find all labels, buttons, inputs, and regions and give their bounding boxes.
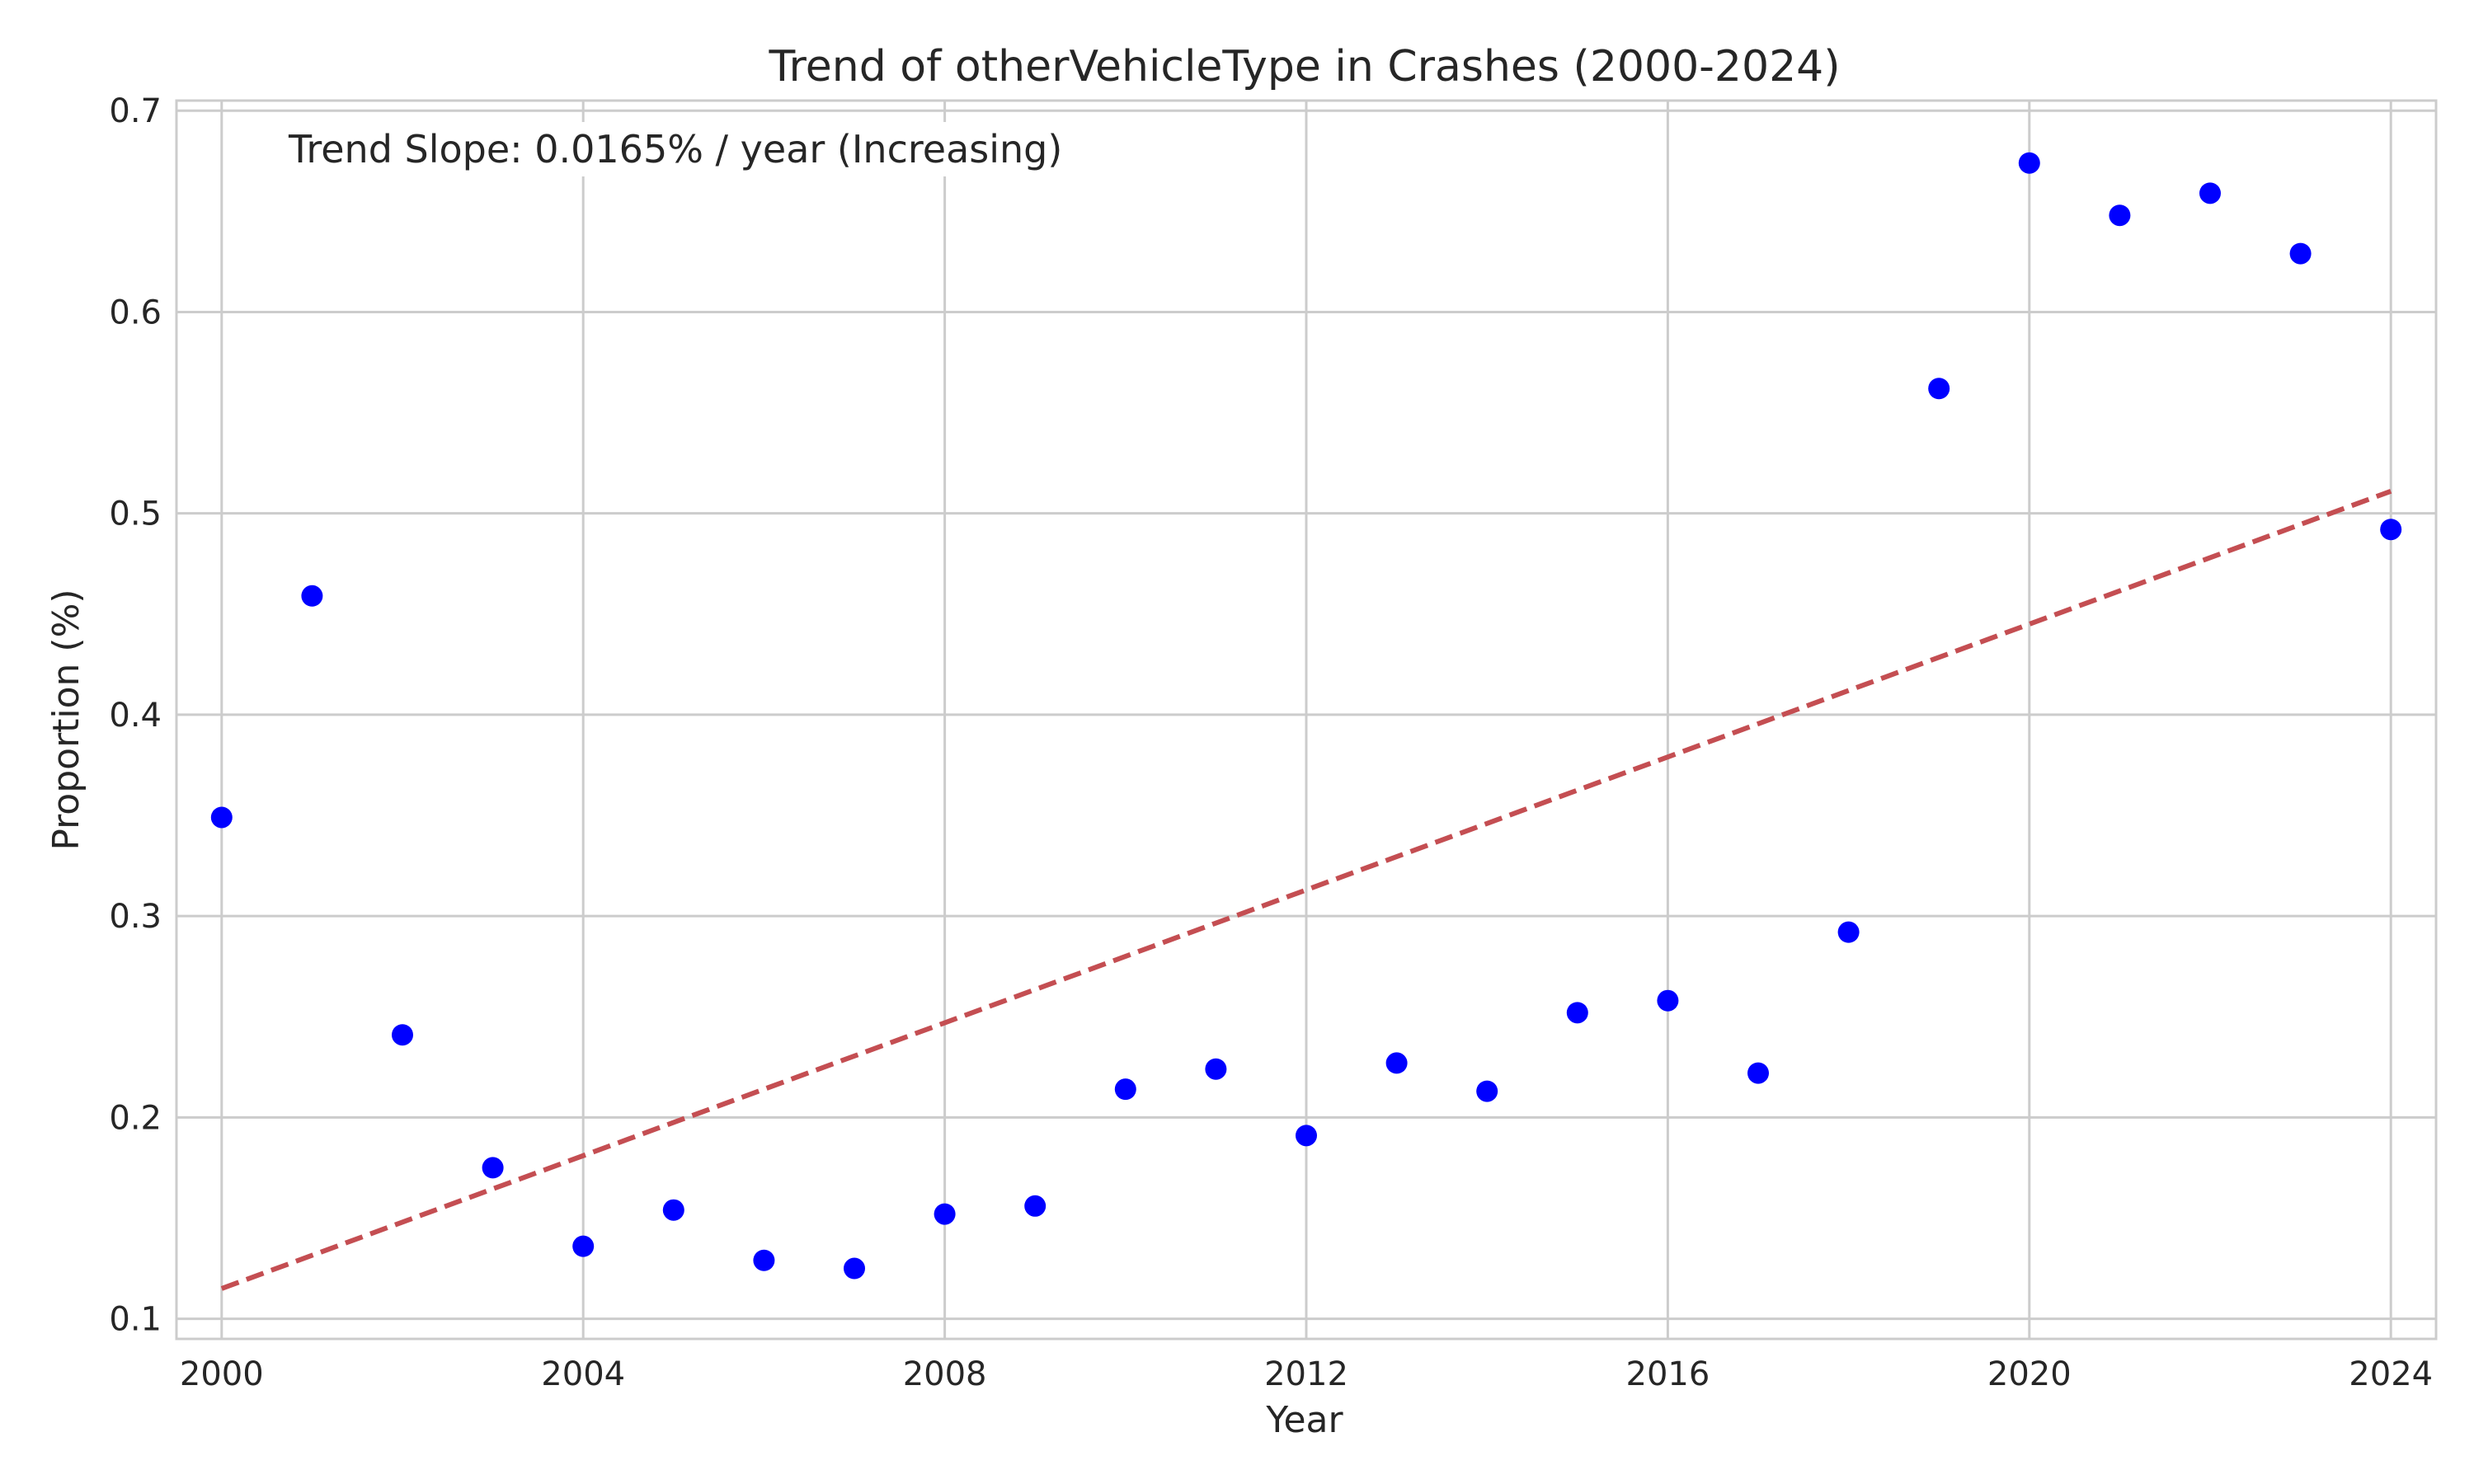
y-tick-label: 0.1 (109, 1301, 162, 1339)
trend-line (220, 488, 2392, 1291)
data-point (1385, 1052, 1408, 1074)
data-point (2380, 519, 2402, 541)
data-point (1296, 1125, 1317, 1147)
x-ticks: 2000 2004 2008 2012 2016 2020 2024 (180, 1355, 2433, 1393)
chart-title: Trend of otherVehicleType in Crashes (20… (768, 42, 1840, 92)
scatter-points (210, 152, 2402, 1280)
data-point (1114, 1078, 1136, 1101)
data-point (1024, 1195, 1047, 1217)
y-tick-label: 0.5 (109, 495, 162, 533)
data-point (301, 585, 323, 607)
data-point (2018, 152, 2040, 174)
data-point (662, 1199, 684, 1221)
data-point (2289, 242, 2312, 265)
data-point (1566, 1002, 1588, 1024)
y-ticks: 0.1 0.2 0.3 0.4 0.5 0.6 0.7 (109, 92, 162, 1338)
annotation-background (280, 122, 1071, 176)
data-point (2199, 182, 2221, 204)
y-tick-label: 0.2 (109, 1099, 162, 1137)
x-tick-label: 2004 (541, 1355, 625, 1393)
y-tick-label: 0.4 (109, 697, 162, 735)
data-point (844, 1257, 865, 1280)
plot-frame (175, 99, 2438, 1341)
x-tick-label: 2008 (903, 1355, 987, 1393)
trend-slope-annotation: Trend Slope: 0.0165% / year (Increasing) (288, 127, 1062, 171)
y-tick-label: 0.7 (109, 92, 162, 130)
data-point (1837, 921, 1860, 943)
x-tick-label: 2012 (1264, 1355, 1348, 1393)
y-tick-label: 0.3 (109, 898, 162, 936)
data-point (1928, 378, 1950, 400)
data-point (210, 806, 233, 829)
trend-line-layer (220, 488, 2392, 1291)
y-axis-label: Proportion (%) (45, 589, 87, 850)
data-point (753, 1249, 775, 1271)
data-point (392, 1024, 413, 1046)
data-point (1747, 1062, 1769, 1084)
grid (176, 101, 2436, 1339)
data-point (1205, 1058, 1227, 1080)
data-point (2109, 204, 2131, 227)
y-tick-label: 0.6 (109, 294, 162, 331)
data-point (1476, 1080, 1498, 1102)
data-point (482, 1157, 504, 1179)
x-tick-label: 2016 (1626, 1355, 1710, 1393)
data-point (934, 1203, 956, 1225)
data-point (1657, 989, 1679, 1012)
x-tick-label: 2000 (180, 1355, 264, 1393)
x-tick-label: 2024 (2349, 1355, 2433, 1393)
data-point (572, 1235, 595, 1257)
x-axis-label: Year (1265, 1399, 1343, 1441)
x-tick-label: 2020 (1987, 1355, 2072, 1393)
